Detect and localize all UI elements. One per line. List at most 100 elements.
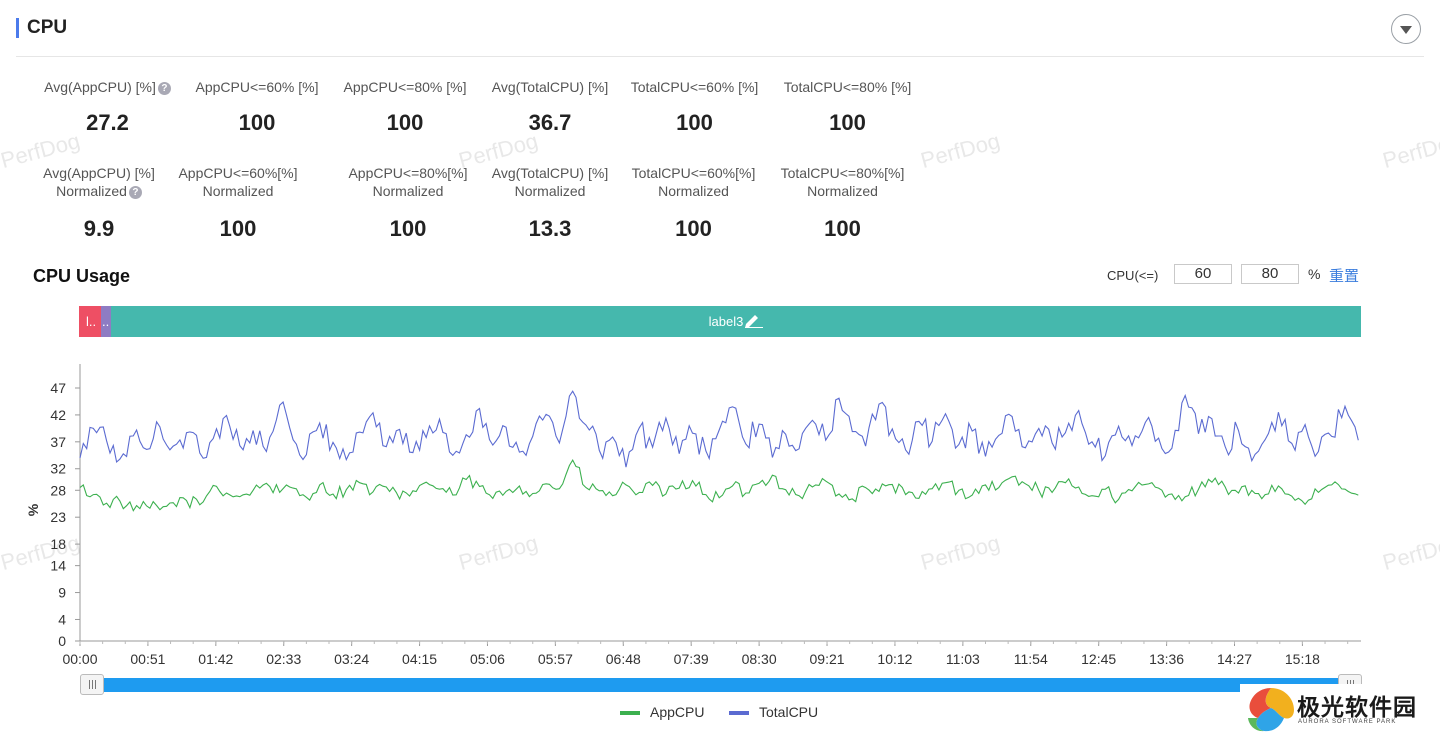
help-icon[interactable]: ? [158, 82, 171, 95]
metric-value: 100 [765, 216, 920, 242]
legend-label: TotalCPU [759, 704, 818, 720]
legend-swatch [620, 711, 640, 715]
x-tick-label: 05:06 [470, 651, 505, 667]
x-tick-label: 02:33 [266, 651, 301, 667]
threshold-label: CPU(<=) [1107, 268, 1158, 283]
metric-appcpu-le60-normalized: AppCPU<=60%[%] Normalized 100 [163, 164, 313, 242]
brand-subtitle: AURORA SOFTWARE PARK [1298, 719, 1396, 725]
header-accent-bar [16, 18, 19, 38]
metric-value: 100 [182, 110, 332, 136]
x-tick-label: 00:00 [62, 651, 97, 667]
metric-totalcpu-le60: TotalCPU<=60% [%] 100 [617, 78, 772, 136]
x-tick-label: 11:03 [946, 651, 980, 667]
metric-totalcpu-le80-normalized: TotalCPU<=80%[%] Normalized 100 [765, 164, 920, 242]
metric-value: 36.7 [475, 110, 625, 136]
y-tick-label: 9 [58, 585, 66, 601]
x-tick-label: 14:27 [1217, 651, 1252, 667]
metric-label: AppCPU<=80% [%] [330, 78, 480, 96]
y-tick-label: 23 [50, 509, 66, 525]
x-tick-label: 13:36 [1149, 651, 1184, 667]
cpu-usage-chart: 0 4 9 14 18 23 28 32 37 42 47 00:00 00:51 01:42 02:33… [0, 350, 1440, 675]
legend-item-appcpu[interactable]: AppCPU [620, 703, 730, 721]
perfdog-watermark: PerfDog [918, 128, 1003, 174]
y-tick-label: 18 [50, 536, 66, 552]
metric-value: 13.3 [475, 216, 625, 242]
threshold-unit: % [1308, 266, 1320, 282]
reset-link[interactable]: 重置 [1329, 265, 1359, 286]
threshold-input-2[interactable]: 80 [1241, 264, 1299, 284]
metric-label-line2: Normalized [616, 182, 771, 200]
chart-title: CPU Usage [33, 266, 130, 287]
metric-appcpu-le80: AppCPU<=80% [%] 100 [330, 78, 480, 136]
x-tick-label: 08:30 [742, 651, 777, 667]
metric-value: 100 [330, 110, 480, 136]
chevron-down-icon [1400, 26, 1412, 34]
metric-label: TotalCPU<=80% [%] [770, 78, 925, 96]
x-tick-label: 04:15 [402, 651, 437, 667]
metric-label: Avg(TotalCPU) [%] [475, 78, 625, 96]
metric-avg-appcpu: Avg(AppCPU) [%]? 27.2 [30, 78, 185, 136]
x-axis: 00:00 00:51 01:42 02:33 03:24 04:15 05:06 05:57… [62, 641, 1361, 667]
threshold-input-1[interactable]: 60 [1174, 264, 1232, 284]
metric-avg-appcpu-normalized: Avg(AppCPU) [%] Normalized? 9.9 [24, 164, 174, 242]
x-tick-label: 09:21 [810, 651, 845, 667]
metric-appcpu-le60: AppCPU<=60% [%] 100 [182, 78, 332, 136]
metric-label: TotalCPU<=60% [%] [617, 78, 772, 96]
y-axis-label: % [25, 503, 41, 516]
metric-value: 9.9 [24, 216, 174, 242]
pencil-icon[interactable] [743, 314, 763, 328]
metric-label: AppCPU<=60% [%] [182, 78, 332, 96]
help-icon[interactable]: ? [129, 186, 142, 199]
metric-label: TotalCPU<=60%[%] [616, 164, 771, 182]
x-tick-label: 11:54 [1014, 651, 1048, 667]
label-segment-3[interactable]: label3 [111, 306, 1361, 337]
metric-value: 100 [616, 216, 771, 242]
metric-totalcpu-le80: TotalCPU<=80% [%] 100 [770, 78, 925, 136]
metric-value: 100 [617, 110, 772, 136]
metric-label: Avg(TotalCPU) [%] [475, 164, 625, 182]
perfdog-watermark: PerfDog [1380, 128, 1440, 174]
label-segment-1[interactable]: l.. [79, 306, 101, 337]
x-tick-label: 06:48 [606, 651, 641, 667]
label-segment-text: label3 [709, 314, 744, 329]
y-tick-label: 42 [50, 407, 66, 423]
aurora-software-park-logo: 极光软件园 AURORA SOFTWARE PARK [1240, 684, 1440, 735]
y-tick-label: 32 [50, 461, 66, 477]
series-line-appcpu [80, 460, 1358, 511]
slider-handle-left[interactable] [80, 674, 104, 695]
x-tick-label: 10:12 [877, 651, 912, 667]
series-line-totalcpu [80, 391, 1358, 467]
y-axis: 0491418232832374247 [50, 364, 80, 649]
y-tick-label: 14 [50, 558, 66, 574]
x-tick-label: 00:51 [130, 651, 165, 667]
label-segment-2[interactable]: .. [101, 306, 111, 337]
metric-label-line2: Normalized [765, 182, 920, 200]
y-tick-label: 37 [50, 434, 66, 450]
legend-item-totalcpu[interactable]: TotalCPU [729, 703, 839, 721]
cpu-section-header: CPU [16, 14, 1424, 57]
metric-label-line2: Normalized [475, 182, 625, 200]
zoom-slider[interactable] [80, 674, 1362, 695]
metric-avg-totalcpu: Avg(TotalCPU) [%] 36.7 [475, 78, 625, 136]
metric-value: 100 [163, 216, 313, 242]
aurora-logo-icon [1246, 686, 1296, 734]
metric-label-line2: Normalized [333, 182, 483, 200]
x-tick-label: 05:57 [538, 651, 573, 667]
x-tick-label: 15:18 [1285, 651, 1320, 667]
metric-appcpu-le80-normalized: AppCPU<=80%[%] Normalized 100 [333, 164, 483, 242]
metric-label-line2: Normalized [56, 183, 127, 199]
metric-avg-totalcpu-normalized: Avg(TotalCPU) [%] Normalized 13.3 [475, 164, 625, 242]
brand-name: 极光软件园 [1297, 688, 1417, 722]
metric-value: 100 [770, 110, 925, 136]
metric-value: 27.2 [30, 110, 185, 136]
x-tick-label: 01:42 [198, 651, 233, 667]
legend-swatch [729, 711, 749, 715]
collapse-button[interactable] [1391, 14, 1421, 44]
label-bar: l.. .. label3 [79, 306, 1361, 337]
y-tick-label: 4 [58, 611, 66, 627]
y-tick-label: 28 [50, 482, 66, 498]
section-title: CPU [27, 17, 67, 39]
slider-track[interactable] [80, 678, 1362, 692]
x-tick-label: 03:24 [334, 651, 369, 667]
metric-label: TotalCPU<=80%[%] [765, 164, 920, 182]
